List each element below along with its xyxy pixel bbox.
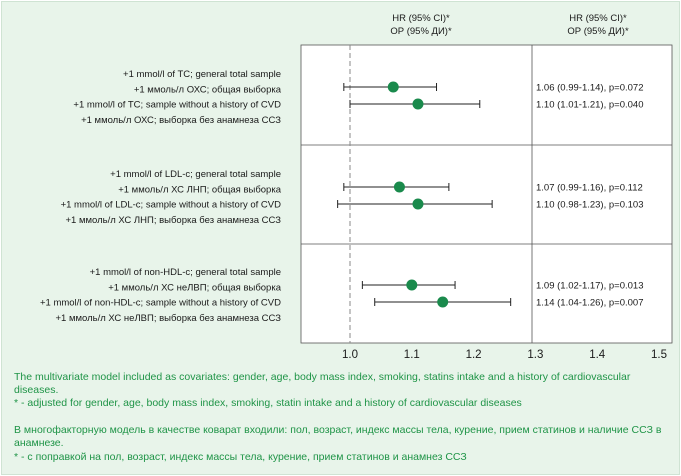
row-label: +1 ммоль/л ХС ЛНП; выборка без анамнеза …	[65, 215, 281, 226]
footnote-en-star: * - adjusted for gender, age, body mass …	[14, 397, 522, 409]
hr-value: 1.14 (1.04-1.26), p=0.007	[536, 298, 643, 309]
footnote-ru-model: В многофакторную модель в качестве ковар…	[14, 424, 662, 449]
x-tick-label: 1.1	[404, 349, 420, 361]
hr-value: 1.06 (0.99-1.14), p=0.072	[536, 83, 643, 94]
header-left-line2: ОР (95% ДИ)*	[390, 26, 452, 37]
header-left-line1: HR (95% CI)*	[392, 13, 450, 24]
hr-point	[412, 98, 424, 110]
x-tick-label: 1.0	[342, 349, 358, 361]
footnote-en-model: The multivariate model included as covar…	[14, 371, 631, 396]
x-tick-label: 1.4	[589, 349, 606, 361]
row-label: +1 mmol/l of non-HDL-c; sample without a…	[40, 298, 281, 309]
hr-point	[437, 296, 449, 308]
row-label: +1 mmol/l of TC; general total sample	[123, 69, 281, 80]
hr-value: 1.10 (0.98-1.23), p=0.103	[536, 200, 643, 211]
plot-area	[300, 44, 673, 344]
hr-point	[412, 198, 424, 210]
row-label: +1 mmol/l of LDL-c; general total sample	[110, 169, 281, 180]
row-label: +1 ммоль/л ОХС; общая выборка	[134, 84, 282, 95]
hr-point	[393, 181, 405, 193]
hr-value: 1.09 (1.02-1.17), p=0.013	[536, 281, 643, 292]
header-right-line2: ОР (95% ДИ)*	[567, 26, 629, 37]
row-label: +1 mmol/l of non-HDL-c; general total sa…	[90, 267, 281, 278]
row-label: +1 ммоль/л ОХС; выборка без анамнеза ССЗ	[81, 115, 281, 126]
forest-plot: HR (95% CI)* ОР (95% ДИ)* HR (95% CI)* О…	[40, 13, 673, 361]
row-label: +1 ммоль/л ХС ЛНП; общая выборка	[118, 184, 282, 195]
footnote-ru-star: * - с поправкой на пол, возраст, индекс …	[14, 451, 467, 463]
row-label: +1 ммоль/л ХС неЛВП; общая выборка	[108, 282, 282, 293]
row-label: +1 mmol/l of TC; sample without a histor…	[73, 100, 281, 111]
hr-value: 1.10 (1.01-1.21), p=0.040	[536, 100, 643, 111]
header-right-line1: HR (95% CI)*	[569, 13, 627, 24]
hr-value: 1.07 (0.99-1.16), p=0.112	[536, 183, 643, 194]
hr-point	[406, 279, 418, 291]
x-tick-label: 1.5	[651, 349, 667, 361]
x-tick-label: 1.2	[466, 349, 482, 361]
row-label: +1 ммоль/л ХС неЛВП; выборка без анамнез…	[55, 313, 281, 324]
x-tick-label: 1.3	[527, 349, 543, 361]
row-label: +1 mmol/l of LDL-c; sample without a his…	[61, 200, 282, 211]
hr-point	[387, 81, 399, 93]
